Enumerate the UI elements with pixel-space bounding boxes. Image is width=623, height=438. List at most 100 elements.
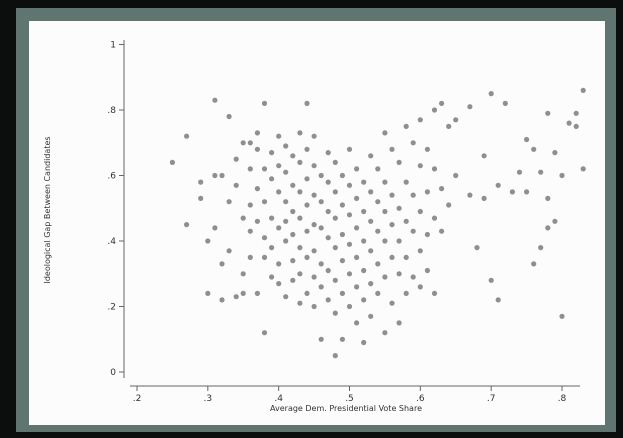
data-point: [325, 297, 331, 303]
data-point: [354, 320, 360, 326]
data-point: [354, 254, 360, 260]
data-point: [559, 172, 565, 179]
data-point: [247, 228, 253, 234]
data-point: [269, 245, 275, 251]
x-tick-label: .7: [487, 394, 496, 404]
data-point: [283, 169, 289, 175]
data-point: [410, 192, 416, 198]
y-tick-label: .4: [107, 237, 116, 247]
data-point: [375, 228, 381, 234]
data-point: [382, 130, 388, 136]
y-axis-title: Ideological Gap Between Candidates: [43, 136, 52, 283]
data-point: [304, 228, 310, 234]
data-point: [417, 117, 423, 123]
data-point: [240, 271, 246, 277]
data-point: [304, 100, 310, 106]
data-point: [325, 179, 331, 185]
data-point: [573, 110, 579, 116]
data-point: [538, 169, 544, 175]
data-point: [240, 290, 246, 296]
data-point: [304, 254, 310, 260]
data-point: [169, 159, 175, 165]
data-point: [311, 222, 317, 228]
data-point: [531, 146, 537, 152]
data-point: [368, 189, 374, 195]
data-point: [212, 225, 218, 231]
data-point: [375, 290, 381, 296]
x-axis-title: Average Dem. Presidential Vote Share: [270, 404, 422, 413]
data-point: [290, 258, 296, 264]
data-point: [311, 303, 317, 310]
data-point: [403, 290, 409, 296]
data-point: [297, 159, 303, 165]
data-point: [254, 146, 260, 152]
points-layer: [169, 87, 586, 359]
data-point: [219, 261, 225, 267]
data-point: [226, 199, 232, 205]
data-point: [361, 339, 367, 346]
data-point: [566, 120, 572, 126]
data-point: [346, 303, 353, 310]
data-point: [332, 353, 338, 359]
y-tick-label: .8: [107, 106, 116, 116]
data-point: [346, 271, 353, 277]
data-point: [226, 113, 232, 120]
data-point: [573, 123, 579, 129]
data-point: [311, 248, 317, 254]
data-point: [389, 300, 395, 306]
data-point: [361, 208, 367, 215]
data-point: [276, 133, 282, 139]
data-point: [382, 208, 388, 215]
data-point: [354, 195, 360, 201]
data-point: [389, 192, 395, 198]
data-point: [410, 228, 416, 234]
data-point: [339, 336, 345, 342]
data-point: [389, 146, 395, 152]
data-point: [559, 313, 565, 319]
data-point: [205, 238, 211, 244]
x-tick-label: .3: [204, 394, 213, 404]
data-point: [269, 176, 275, 182]
data-point: [339, 202, 345, 208]
y-tick-label: .2: [107, 303, 116, 313]
data-point: [431, 290, 438, 296]
data-point: [325, 150, 331, 156]
data-point: [552, 150, 558, 156]
data-point: [354, 166, 360, 172]
data-point: [332, 215, 338, 221]
data-point: [304, 202, 310, 208]
data-point: [453, 172, 459, 179]
data-point: [481, 153, 487, 159]
data-point: [261, 330, 268, 336]
data-point: [332, 245, 338, 251]
data-point: [332, 159, 338, 165]
data-point: [382, 274, 388, 280]
data-point: [247, 140, 253, 146]
data-point: [276, 189, 282, 195]
data-point: [495, 182, 501, 188]
data-point: [198, 195, 204, 201]
data-point: [410, 274, 416, 280]
data-point: [346, 182, 353, 188]
data-point: [240, 140, 246, 146]
data-point: [261, 166, 268, 172]
data-point: [283, 238, 289, 244]
data-point: [431, 166, 438, 172]
data-point: [502, 100, 508, 106]
data-point: [205, 290, 211, 296]
data-point: [474, 245, 480, 251]
data-point: [361, 297, 367, 303]
y-tick-label: 1: [110, 41, 116, 51]
data-point: [311, 274, 317, 280]
axes-layer: 0 .2 .4 .6 .8 1 .2 .3 .4 .5 .6 .7 .8: [107, 40, 580, 404]
data-point: [403, 123, 409, 129]
data-point: [276, 225, 282, 231]
data-point: [254, 218, 260, 224]
data-point: [325, 267, 331, 274]
data-point: [424, 189, 430, 195]
data-point: [531, 261, 537, 267]
data-point: [580, 166, 586, 172]
data-point: [254, 290, 260, 296]
data-point: [545, 225, 551, 231]
